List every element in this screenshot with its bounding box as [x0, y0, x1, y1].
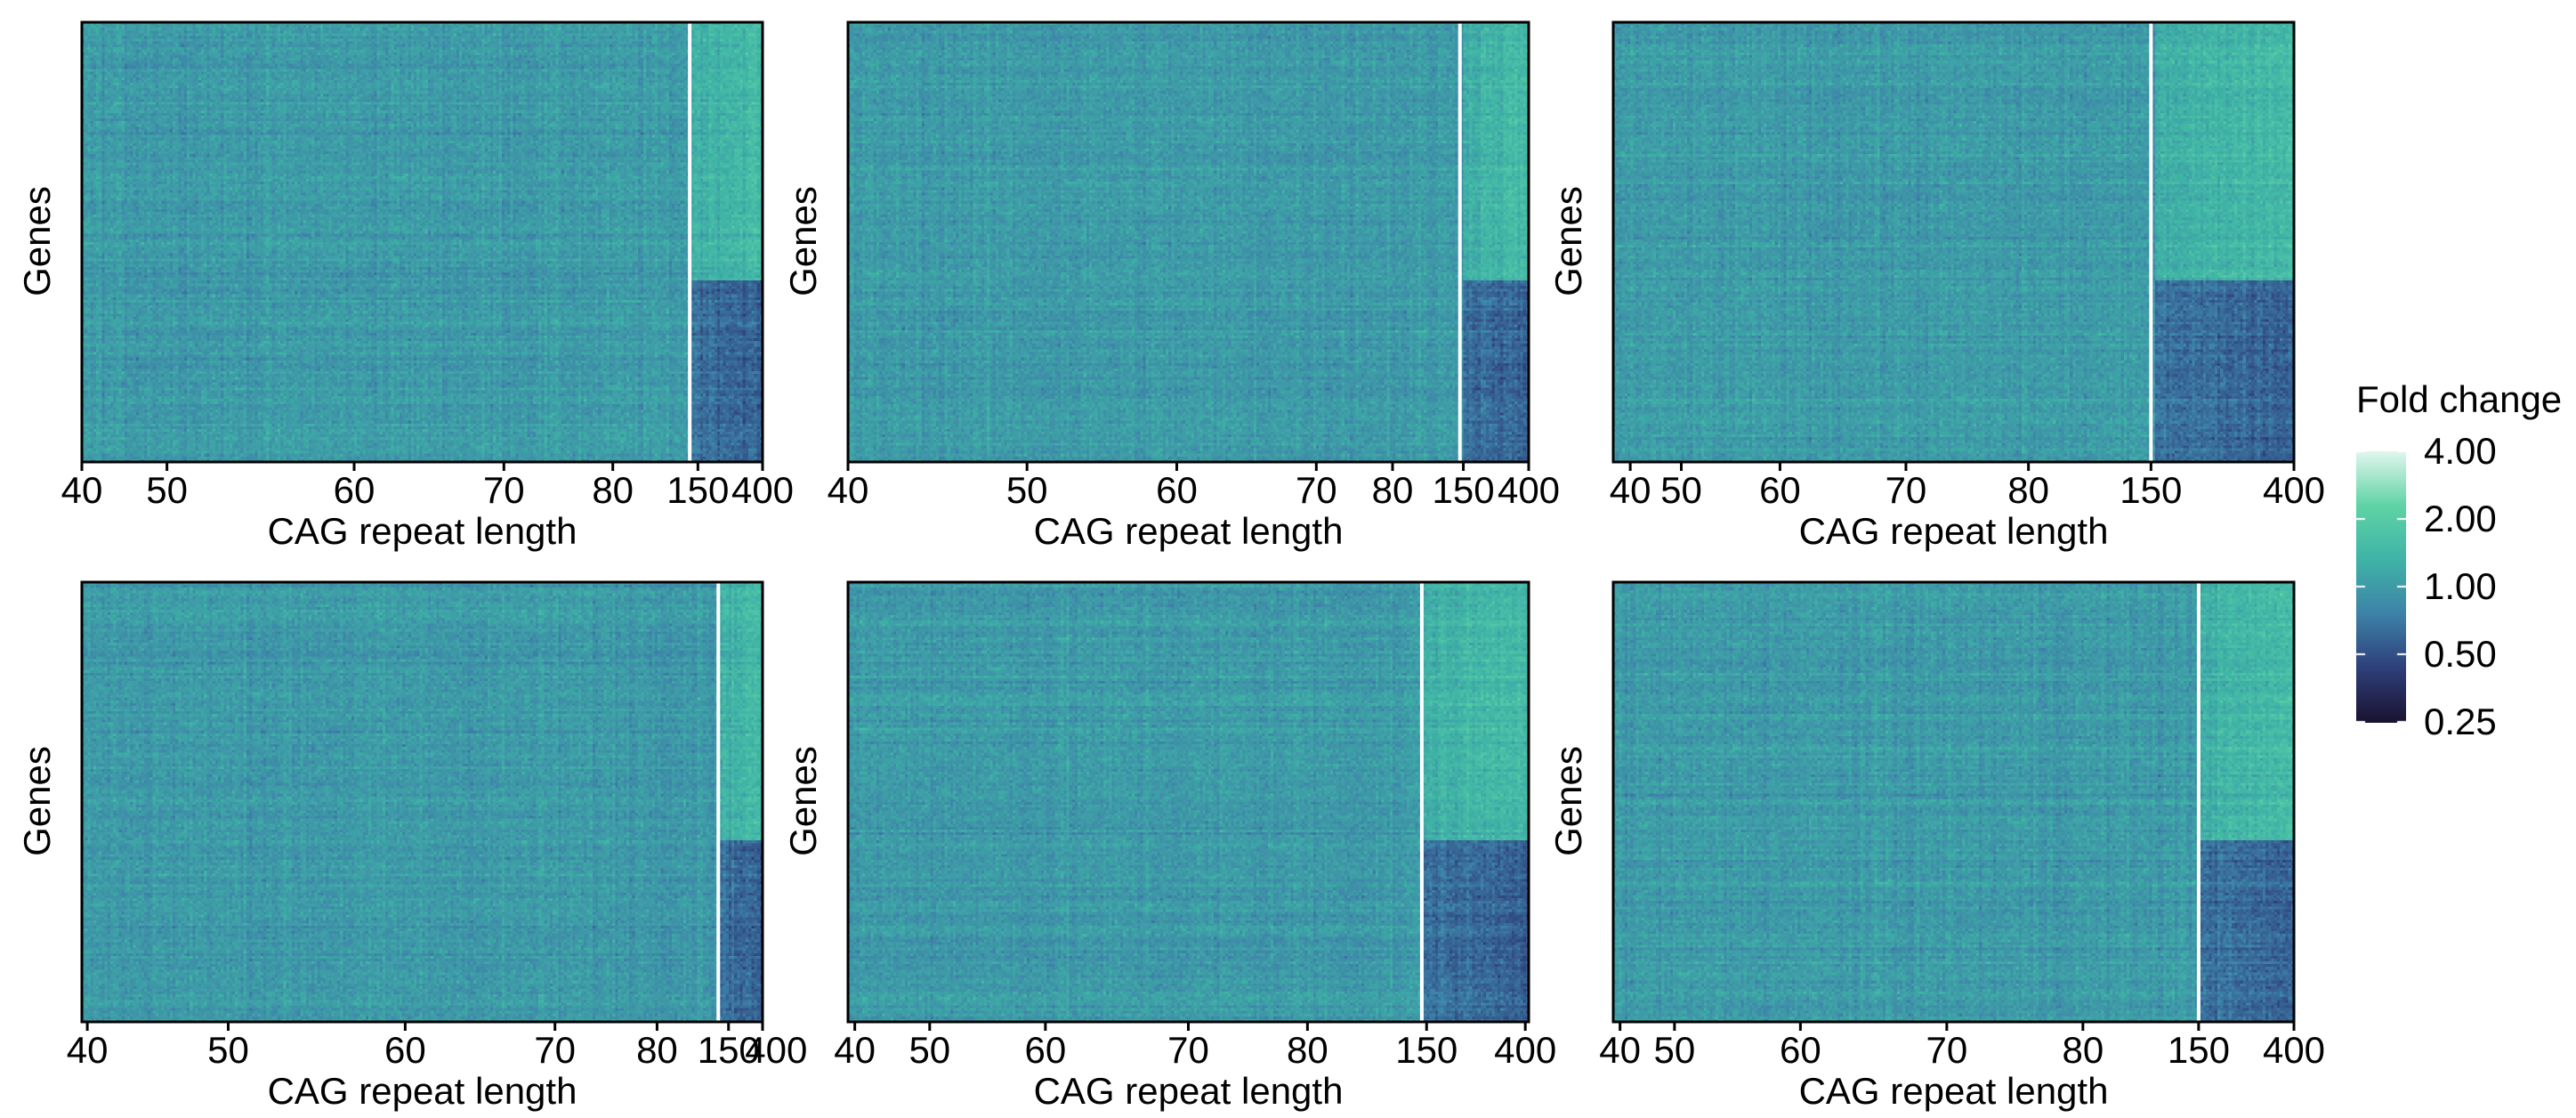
heatmap-cells: [1613, 22, 2294, 462]
x-tick-label: 80: [592, 469, 634, 511]
x-tick-label: 50: [1005, 469, 1048, 511]
x-tick-label: 70: [1167, 1029, 1209, 1071]
heatmap-cells: [82, 582, 763, 1022]
legend-tick-label: 0.50: [2424, 633, 2497, 675]
x-axis-label: CAG repeat length: [1033, 1070, 1344, 1112]
x-tick-label: 60: [1780, 1029, 1821, 1071]
x-tick-label: 40: [61, 469, 103, 511]
heatmap-cells: [848, 22, 1529, 462]
x-axis-label: CAG repeat length: [267, 510, 577, 552]
x-tick-label: 40: [1609, 469, 1651, 511]
panel-frame: [1611, 20, 2296, 464]
legend-tick-label: 0.25: [2424, 701, 2497, 742]
color-legend: Fold change 4.00 2.00 1.00 0.50 0.25: [2349, 378, 2576, 752]
x-tick-label: 60: [1156, 469, 1198, 511]
x-tick-label: 70: [482, 469, 525, 511]
x-tick-label: 60: [384, 1029, 426, 1071]
x-tick-label: 40: [834, 1029, 876, 1071]
x-tick-label: 70: [1926, 1029, 1968, 1071]
panel-frame: [1611, 580, 2296, 1024]
x-axis-label: CAG repeat length: [1798, 1070, 2109, 1112]
panel-frame: [80, 20, 764, 464]
legend-tick-label: 1.00: [2424, 565, 2497, 607]
x-tick-label: 50: [908, 1029, 951, 1071]
legend-tick-label: 4.00: [2424, 430, 2497, 472]
legend-colorbar: [2356, 451, 2406, 723]
x-tick-label: 80: [2007, 469, 2049, 511]
legend-title: Fold change: [2356, 378, 2563, 420]
x-tick-label: 50: [146, 469, 188, 511]
x-tick-label: 80: [2062, 1029, 2104, 1071]
x-tick-label: 50: [1660, 469, 1702, 511]
x-tick-label: 400: [2262, 1029, 2326, 1071]
x-tick-label: 50: [1653, 1029, 1696, 1071]
x-tick-label: 50: [207, 1029, 249, 1071]
x-tick-label: 70: [534, 1029, 577, 1071]
heatmap-cells: [848, 582, 1529, 1022]
x-tick-label: 60: [333, 469, 375, 511]
x-tick-label: 60: [1024, 1029, 1067, 1071]
x-tick-label: 150: [666, 469, 730, 511]
x-axis-label: CAG repeat length: [1798, 510, 2109, 552]
x-tick-label: 40: [827, 469, 869, 511]
x-tick-label: 150: [2120, 469, 2183, 511]
x-tick-label: 150: [1432, 469, 1495, 511]
x-axis-label: CAG repeat length: [267, 1070, 577, 1112]
x-tick-label: 80: [1371, 469, 1414, 511]
x-tick-label: 80: [636, 1029, 678, 1071]
x-tick-label: 70: [1295, 469, 1337, 511]
x-tick-label: 400: [745, 1029, 808, 1071]
x-tick-label: 150: [697, 1029, 760, 1071]
x-tick-label: 40: [66, 1029, 109, 1071]
heatmap-cells: [1613, 582, 2294, 1022]
x-tick-label: 400: [1494, 1029, 1557, 1071]
y-axis-label: Genes: [1547, 746, 1589, 856]
x-tick-label: 400: [731, 469, 795, 511]
x-tick-label: 150: [2167, 1029, 2230, 1071]
x-tick-label: 70: [1885, 469, 1927, 511]
x-axis-label: CAG repeat length: [1033, 510, 1344, 552]
x-tick-label: 150: [1395, 1029, 1458, 1071]
panel-frame: [80, 580, 764, 1024]
panel-frame: [846, 20, 1530, 464]
heatmap-cells: [82, 22, 763, 462]
legend-tick-label: 2.00: [2424, 498, 2497, 539]
x-tick-label: 60: [1759, 469, 1801, 511]
x-tick-label: 400: [2262, 469, 2326, 511]
x-tick-label: 400: [1497, 469, 1561, 511]
x-tick-label: 80: [1287, 1029, 1328, 1071]
x-tick-label: 40: [1599, 1029, 1641, 1071]
